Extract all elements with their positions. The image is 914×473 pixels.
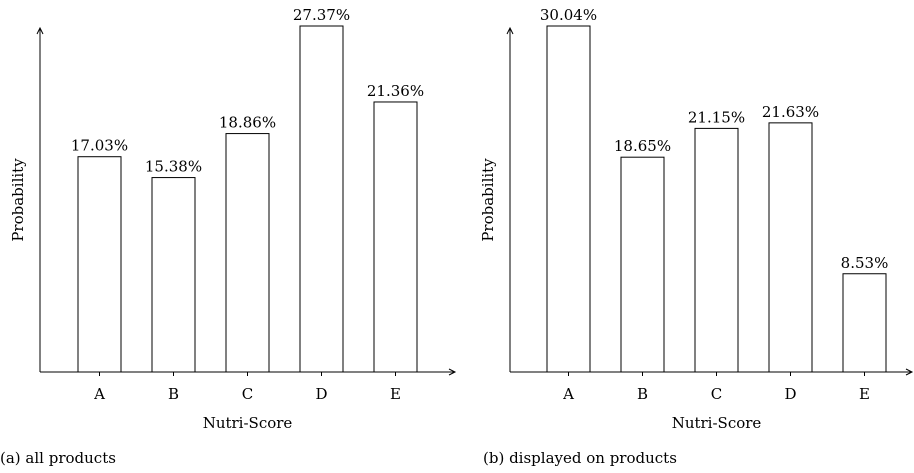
x-tick-label-d: D — [315, 385, 327, 403]
x-axis-label: Nutri-Score — [672, 414, 762, 432]
x-axis-arrow — [905, 368, 914, 376]
bar-a — [77, 156, 122, 373]
bar-c — [694, 127, 739, 373]
data-label-a: 17.03% — [71, 137, 128, 155]
bar-e — [842, 273, 887, 373]
x-tick-label-c: C — [242, 385, 253, 403]
bar-b — [151, 177, 196, 373]
data-label-d: 21.63% — [762, 103, 819, 121]
chart-all-products: 17.03% A 15.38% B 18.86% C 27.37% D 21.36% E Nutri… — [0, 6, 457, 467]
x-tick-label-b: B — [168, 385, 179, 403]
subfigure-caption: (b) displayed on products — [483, 449, 677, 467]
bar-e — [373, 101, 418, 373]
data-label-d: 27.37% — [293, 6, 350, 24]
x-tick-label-a: A — [562, 385, 574, 403]
bar-a — [546, 25, 591, 373]
data-label-b: 18.65% — [614, 137, 671, 155]
bar-d — [299, 25, 344, 373]
data-label-c: 21.15% — [688, 108, 745, 126]
bar-b — [620, 156, 665, 373]
data-label-b: 15.38% — [145, 158, 202, 176]
bar-c — [225, 133, 270, 373]
x-tick-label-e: E — [859, 385, 870, 403]
x-tick-label-b: B — [637, 385, 648, 403]
chart-displayed-on-products: 30.04% A 18.65% B 21.15% C 21.63% D 8.53% E Nutri-… — [479, 6, 914, 467]
y-axis-label: Probability — [9, 158, 27, 242]
data-label-a: 30.04% — [540, 6, 597, 24]
data-label-e: 8.53% — [841, 254, 889, 272]
data-label-c: 18.86% — [219, 114, 276, 132]
x-axis-label: Nutri-Score — [203, 414, 293, 432]
x-tick-label-e: E — [390, 385, 401, 403]
bar-d — [768, 122, 813, 373]
y-axis-arrow — [36, 26, 44, 35]
data-label-e: 21.36% — [367, 82, 424, 100]
x-axis-arrow — [448, 368, 457, 376]
x-tick-label-d: D — [784, 385, 796, 403]
subfigure-caption: (a) all products — [0, 449, 116, 467]
y-axis-label: Probability — [479, 158, 497, 242]
x-tick-label-a: A — [93, 385, 105, 403]
y-axis-arrow — [506, 26, 514, 35]
x-tick-label-c: C — [711, 385, 722, 403]
